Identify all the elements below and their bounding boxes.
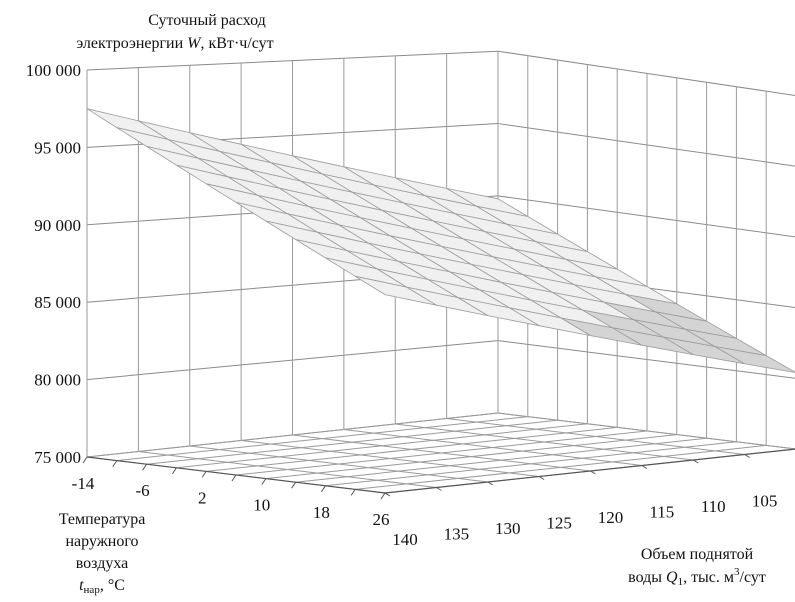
y-tick-mark xyxy=(590,470,596,475)
chart-tick-labels: 100 000 95 000 90 000 85 000 80 000 75 000 -14… xyxy=(26,61,778,549)
floor-gridline xyxy=(343,429,642,466)
z-axis-title-var: W xyxy=(187,35,202,52)
floor-gridline xyxy=(395,423,694,461)
z-tick-label: 75 000 xyxy=(34,448,81,467)
x-axis-title-var: t xyxy=(79,577,84,594)
z-axis-title-pre: электроэнергии xyxy=(76,35,187,52)
x-axis-title-sub: нар xyxy=(84,584,101,596)
x-axis-title-line3: воздуха xyxy=(76,555,129,572)
floor-gridline xyxy=(497,412,795,450)
x-tick-mark xyxy=(320,485,326,493)
x-tick-mark xyxy=(291,481,297,489)
x-tick-mark xyxy=(350,489,356,496)
x-tick-label: 10 xyxy=(253,496,270,515)
z-tick-label: 80 000 xyxy=(34,371,81,390)
y-tick-label: 115 xyxy=(649,503,674,522)
y-tick-label: 110 xyxy=(701,497,726,516)
y-axis-title-pre: воды xyxy=(628,569,666,586)
y-tick-label: 120 xyxy=(598,508,624,527)
y-tick-label: 105 xyxy=(752,492,778,511)
floor-gridline xyxy=(292,434,591,472)
x-tick-mark xyxy=(380,492,386,500)
x-tick-label: 26 xyxy=(373,510,390,529)
z-tick-label: 100 000 xyxy=(26,61,81,80)
y-tick-label: 140 xyxy=(392,530,418,549)
y-tick-mark xyxy=(744,454,750,458)
x-tick-mark xyxy=(231,474,237,482)
y-axis-title-sup: 3 xyxy=(734,566,740,578)
y-tick-label: 130 xyxy=(495,519,521,538)
x-axis-title-line2: наружного xyxy=(65,533,138,550)
y-tick-label: 125 xyxy=(546,514,572,533)
y-tick-mark xyxy=(487,481,494,486)
z-tick-label: 95 000 xyxy=(34,138,81,157)
x-tick-label: -6 xyxy=(136,481,150,500)
z-axis-title-line2: электроэнергии W, кВт·ч/сут xyxy=(76,35,273,52)
y-axis-title-line1: Объем поднятой xyxy=(641,546,754,563)
x-axis-title-line1: Температура xyxy=(59,511,146,528)
floor-gridline xyxy=(446,418,745,455)
y-axis-title-line2: воды Q1, тыс. м3/сут xyxy=(628,566,766,588)
y-axis-line xyxy=(384,448,795,494)
z-axis-title-line1: Суточный расход xyxy=(148,12,266,29)
x-tick-mark xyxy=(142,463,148,471)
y-tick-label: 135 xyxy=(444,525,470,544)
x-tick-mark xyxy=(112,460,118,467)
x-tick-label: 18 xyxy=(313,503,330,522)
floor-gridline xyxy=(138,451,437,488)
x-axis-title-line4: tнар, °С xyxy=(79,577,125,596)
y-axis-title-mid: , тыс. м xyxy=(683,569,734,586)
x-tick-label: -14 xyxy=(72,474,95,493)
x-tick-mark xyxy=(201,471,207,478)
y-axis-title-post: /сут xyxy=(740,569,766,586)
x-tick-label: 2 xyxy=(198,488,207,507)
x-tick-mark xyxy=(261,478,267,485)
x-axis-title-post: , °С xyxy=(100,577,125,594)
y-tick-mark xyxy=(641,465,648,469)
floor-gridline xyxy=(241,440,540,477)
y-tick-mark xyxy=(384,492,391,497)
y-axis-title-sub: 1 xyxy=(678,576,684,588)
z-tick-label: 85 000 xyxy=(34,293,81,312)
y-tick-mark xyxy=(436,487,442,491)
z-axis-title-post: , кВт·ч/сут xyxy=(201,35,274,52)
floor-gridline xyxy=(189,445,488,483)
z-tick-label: 90 000 xyxy=(34,216,81,235)
y-tick-mark xyxy=(538,476,545,480)
x-tick-mark xyxy=(82,456,88,464)
surface-cell xyxy=(354,275,437,306)
y-axis-title-var: Q xyxy=(666,569,678,586)
chart-surface xyxy=(86,108,795,373)
y-tick-mark xyxy=(692,459,699,464)
x-tick-mark xyxy=(171,467,177,475)
